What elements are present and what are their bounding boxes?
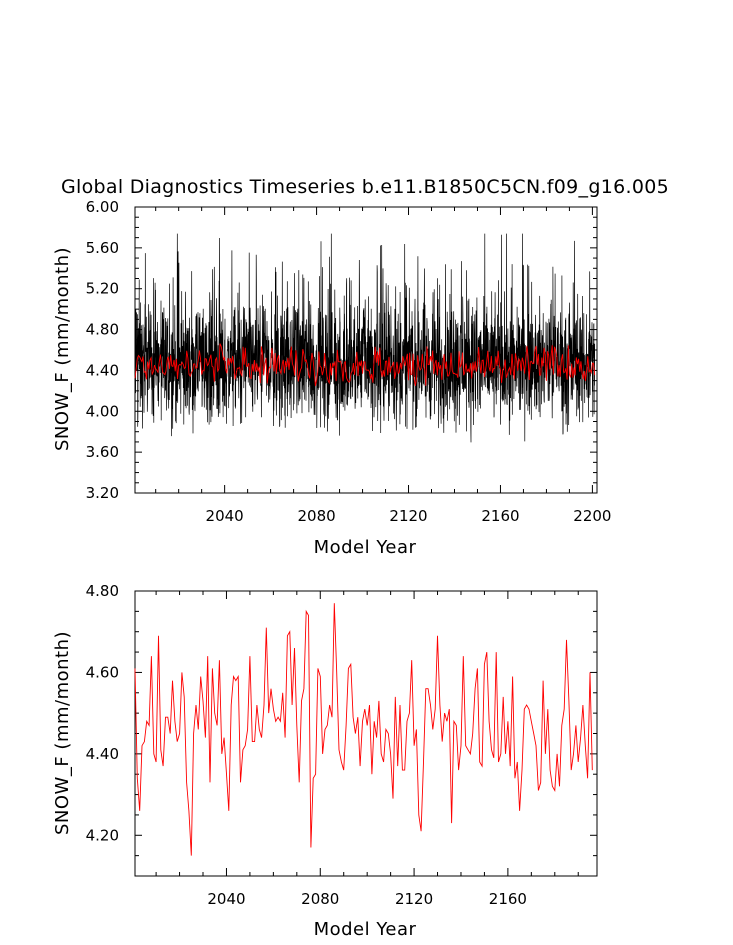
y-tick-label: 6.00 (86, 198, 119, 216)
x-tick-label: 2040 (206, 507, 244, 525)
monthly-series-line (134, 233, 596, 443)
x-tick-label: 2080 (301, 890, 339, 908)
y-tick-label: 4.40 (86, 361, 119, 379)
top-y-axis-label: SNOW_F (mm/month) (52, 247, 73, 451)
top-x-axis-label: Model Year (314, 537, 417, 558)
y-tick-label: 4.60 (86, 663, 119, 681)
y-tick-label: 3.20 (86, 484, 119, 502)
bottom-panel: SNOW_F (mm/month) Model Year 4.20 4.40 4.6… (52, 582, 598, 940)
y-tick-label: 4.00 (86, 402, 119, 420)
bottom-x-axis-label: Model Year (314, 919, 417, 940)
x-tick-label: 2080 (297, 507, 335, 525)
y-tick-label: 5.60 (86, 239, 119, 257)
x-tick-label: 2160 (489, 890, 527, 908)
y-tick-label: 4.20 (86, 826, 119, 844)
y-tick-label: 3.60 (86, 443, 119, 461)
x-tick-label: 2200 (573, 507, 611, 525)
y-tick-label: 4.40 (86, 745, 119, 763)
y-tick-label: 4.80 (86, 582, 119, 600)
chart-title: Global Diagnostics Timeseries b.e11.B185… (61, 176, 669, 198)
y-tick-label: 5.20 (86, 280, 119, 298)
x-tick-label: 2120 (389, 507, 427, 525)
y-tick-label: 4.80 (86, 321, 119, 339)
annual-mean-series-line (134, 343, 596, 387)
bottom-y-axis-label: SNOW_F (mm/month) (52, 631, 73, 835)
x-tick-label: 2120 (395, 890, 433, 908)
annual-mean-series-line (134, 603, 593, 856)
x-tick-label: 2040 (207, 890, 245, 908)
plot-frame (134, 590, 598, 877)
x-tick-label: 2160 (481, 507, 519, 525)
top-panel: SNOW_F (mm/month) Model Year 3.20 3.60 4.0… (52, 198, 611, 558)
